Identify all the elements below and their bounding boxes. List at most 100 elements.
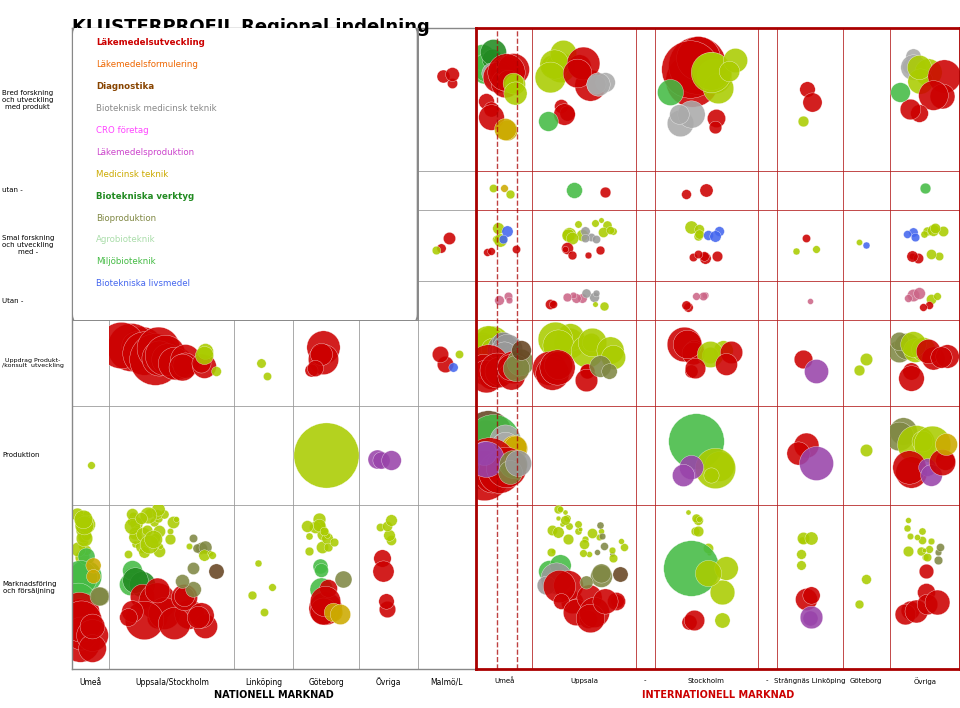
Text: KLUSTERPROFIL Regional indelning: KLUSTERPROFIL Regional indelning xyxy=(72,18,430,36)
Point xyxy=(893,87,908,98)
Point xyxy=(505,361,520,372)
Point xyxy=(134,590,150,601)
Point xyxy=(577,538,592,549)
Point xyxy=(704,65,719,76)
Text: Agrobioteknik: Agrobioteknik xyxy=(96,236,156,244)
Point xyxy=(484,53,499,64)
Point xyxy=(256,606,272,617)
Point xyxy=(150,595,165,607)
Point xyxy=(691,223,707,234)
Point xyxy=(181,609,197,620)
Point xyxy=(483,111,498,122)
Point xyxy=(208,565,224,576)
Point xyxy=(570,519,586,530)
Text: Medicinsk teknik: Medicinsk teknik xyxy=(96,170,168,178)
Point xyxy=(684,108,699,119)
Point xyxy=(916,544,931,555)
Point xyxy=(597,595,612,607)
Point xyxy=(858,445,874,456)
Point xyxy=(129,340,144,351)
Point xyxy=(718,562,733,573)
Point xyxy=(480,336,495,347)
Point xyxy=(901,605,917,616)
Point xyxy=(128,539,143,550)
Point xyxy=(583,79,598,91)
Point xyxy=(476,360,492,372)
Point xyxy=(920,461,935,472)
Point xyxy=(681,301,696,312)
Point xyxy=(592,360,608,372)
Point xyxy=(903,372,919,384)
Point xyxy=(501,295,516,306)
Point xyxy=(311,513,326,525)
Point xyxy=(78,530,93,541)
Point xyxy=(704,469,719,481)
Point xyxy=(557,506,572,518)
Point xyxy=(697,250,712,261)
Point xyxy=(595,226,611,237)
Point xyxy=(139,525,155,536)
Point xyxy=(545,545,561,556)
Point xyxy=(438,358,453,370)
Point xyxy=(316,353,331,365)
Point xyxy=(497,124,513,135)
Point xyxy=(156,607,172,619)
Point xyxy=(185,583,201,594)
Point xyxy=(576,547,591,559)
Point xyxy=(492,365,507,377)
Point xyxy=(581,548,596,559)
Point xyxy=(709,250,725,261)
Point xyxy=(597,76,612,88)
Point xyxy=(451,349,467,360)
Point xyxy=(907,232,923,243)
Point xyxy=(931,251,947,262)
Point xyxy=(937,71,952,82)
Point xyxy=(804,589,819,600)
Point xyxy=(898,608,913,620)
Point xyxy=(150,343,165,354)
Point xyxy=(708,462,723,474)
Point xyxy=(375,565,391,576)
Point xyxy=(545,525,561,536)
Point xyxy=(543,547,559,558)
Point xyxy=(150,612,165,624)
Point xyxy=(684,462,699,473)
Point xyxy=(919,586,934,597)
Point xyxy=(181,541,197,552)
Point xyxy=(497,60,513,72)
Point xyxy=(900,292,916,304)
Point xyxy=(914,534,929,545)
Point xyxy=(938,438,953,449)
Point xyxy=(687,362,703,373)
Point xyxy=(508,244,523,255)
Point xyxy=(799,84,814,95)
Point xyxy=(320,532,335,543)
FancyBboxPatch shape xyxy=(72,23,418,326)
Point xyxy=(700,542,715,554)
Point xyxy=(489,365,504,376)
Point xyxy=(152,545,167,556)
Point xyxy=(159,353,175,365)
Text: Uppsala/Stockholm: Uppsala/Stockholm xyxy=(135,678,209,687)
Point xyxy=(122,578,137,590)
Point xyxy=(168,513,183,525)
Point xyxy=(701,547,716,559)
Point xyxy=(178,353,193,365)
Text: CRO företag: CRO företag xyxy=(96,126,149,135)
Point xyxy=(432,348,447,360)
Point xyxy=(594,530,610,542)
Point xyxy=(571,60,587,72)
Point xyxy=(795,532,810,544)
Point xyxy=(612,569,628,580)
Point xyxy=(677,338,692,350)
Point xyxy=(478,453,493,464)
Point xyxy=(73,615,88,626)
Point xyxy=(560,107,575,118)
Point xyxy=(130,345,145,356)
Text: Umeå: Umeå xyxy=(80,678,102,687)
Point xyxy=(688,290,704,302)
Point xyxy=(146,516,161,527)
Point xyxy=(483,370,498,382)
Point xyxy=(606,352,621,363)
Point xyxy=(710,82,726,93)
